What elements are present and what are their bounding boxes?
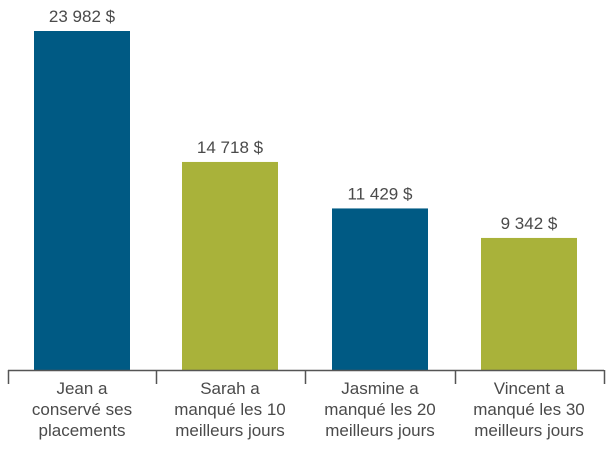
- value-label-1: 23 982 $: [49, 7, 116, 26]
- category-labels-group: Jean a conservé ses placements Sarah a manqu…: [32, 379, 585, 440]
- value-label-4: 9 342 $: [501, 214, 558, 233]
- category-label-line: Vincent a: [494, 379, 565, 398]
- category-label-line: placements: [39, 421, 126, 440]
- category-label-3: Jasmine a manqué les 20 meilleurs jours: [324, 379, 436, 440]
- category-label-line: manqué les 30: [473, 400, 585, 419]
- bar-3: [332, 208, 428, 370]
- category-label-line: manqué les 20: [324, 400, 436, 419]
- bar-1: [34, 31, 130, 370]
- category-label-line: Sarah a: [200, 379, 260, 398]
- value-label-3: 11 429 $: [348, 184, 413, 203]
- category-label-line: meilleurs jours: [175, 421, 285, 440]
- x-axis: [7, 369, 606, 384]
- bar-4: [481, 237, 577, 370]
- category-label-line: conservé ses: [32, 400, 132, 419]
- value-label-2: 14 718 $: [197, 138, 264, 157]
- value-labels-group: 23 982 $ 14 718 $ 11 429 $ 9 342 $: [49, 7, 558, 233]
- bars-group: [34, 31, 577, 370]
- category-label-line: meilleurs jours: [325, 421, 435, 440]
- category-label-4: Vincent a manqué les 30 meilleurs jours: [473, 379, 585, 440]
- bar-2: [182, 161, 278, 370]
- category-label-1: Jean a conservé ses placements: [32, 379, 132, 440]
- category-label-2: Sarah a manqué les 10 meilleurs jours: [174, 379, 286, 440]
- category-label-line: manqué les 10: [174, 400, 286, 419]
- category-label-line: Jean a: [56, 379, 108, 398]
- category-label-line: Jasmine a: [341, 379, 419, 398]
- category-label-line: meilleurs jours: [474, 421, 584, 440]
